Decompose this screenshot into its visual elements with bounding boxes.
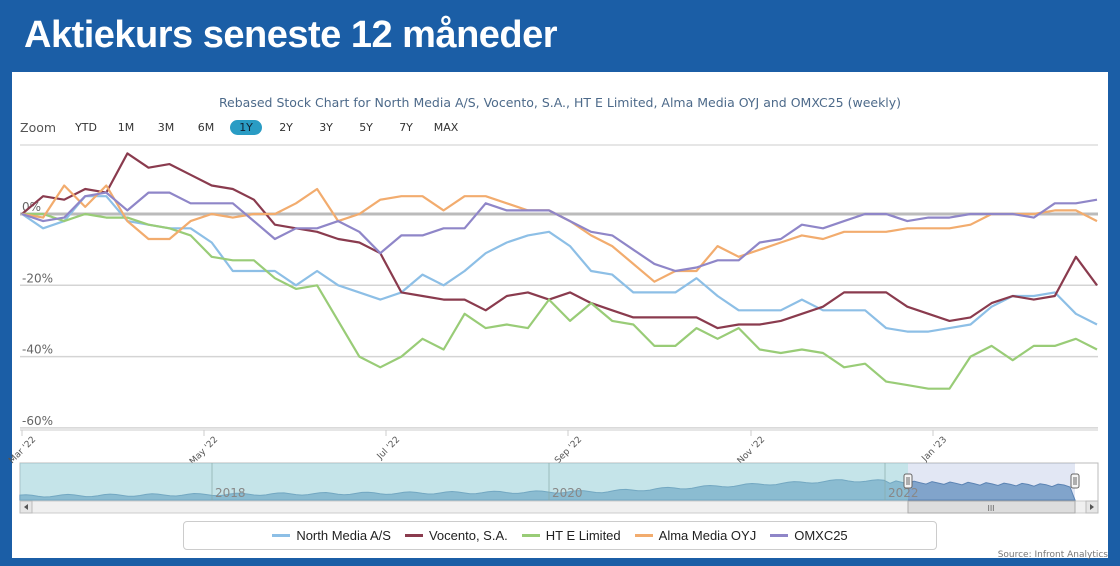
zoom-button-1m[interactable]: 1M xyxy=(117,121,135,134)
legend-label: Alma Media OYJ xyxy=(658,528,757,543)
source-note: Source: Infront Analytics xyxy=(997,550,1108,560)
y-tick-label: -40% xyxy=(22,343,53,357)
legend-label: Vocento, S.A. xyxy=(428,528,508,543)
x-tick-label: Mar '22 xyxy=(7,435,38,466)
zoom-selector: Zoom YTD 1M 3M 6M 1Y 2Y 3Y 5Y 7Y MAX xyxy=(20,120,470,135)
series-line-omxc25[interactable] xyxy=(21,191,1098,273)
zoom-label: Zoom xyxy=(20,120,57,135)
legend-item[interactable]: Vocento, S.A. xyxy=(404,528,508,543)
header-bar: Aktiekurs seneste 12 måneder xyxy=(0,0,1120,72)
zoom-button-2y[interactable]: 2Y xyxy=(279,121,293,134)
navigator-handle[interactable] xyxy=(903,473,913,489)
legend-item[interactable]: HT E Limited xyxy=(521,528,621,543)
zoom-button-6m[interactable]: 6M xyxy=(197,121,215,134)
legend-item[interactable]: North Media A/S xyxy=(272,528,391,543)
navigator-selected-range[interactable] xyxy=(908,463,1075,501)
arrow-right-icon xyxy=(1090,504,1094,510)
legend-item[interactable]: Alma Media OYJ xyxy=(634,528,757,543)
legend-label: OMXC25 xyxy=(794,528,848,543)
y-tick-label: -20% xyxy=(22,271,53,285)
zoom-button-max[interactable]: MAX xyxy=(433,121,459,134)
zoom-button-3m[interactable]: 3M xyxy=(157,121,175,134)
zoom-button-ytd[interactable]: YTD xyxy=(75,121,97,134)
zoom-button-1y[interactable]: 1Y xyxy=(230,120,263,135)
arrow-left-icon xyxy=(24,504,28,510)
legend-swatch xyxy=(521,534,540,537)
zoom-button-3y[interactable]: 3Y xyxy=(319,121,333,134)
navigator-tick-label: 2018 xyxy=(215,486,246,500)
scrollbar-grip: III xyxy=(987,504,994,513)
chart-title: Rebased Stock Chart for North Media A/S,… xyxy=(218,95,902,110)
legend-swatch xyxy=(634,534,653,537)
legend-swatch xyxy=(770,534,789,537)
x-tick-label: Nov '22 xyxy=(736,435,767,466)
x-tick-label: May '22 xyxy=(188,435,220,467)
y-tick-label: -60% xyxy=(22,414,53,428)
navigator-unselected-mask xyxy=(20,463,908,501)
scrollbar-thumb[interactable] xyxy=(907,500,1076,514)
x-tick-label: Jul '22 xyxy=(375,435,402,462)
legend-item[interactable]: OMXC25 xyxy=(770,528,848,543)
series-line-north-media-a-s[interactable] xyxy=(21,195,1098,333)
page-title: Aktiekurs seneste 12 måneder xyxy=(24,14,558,56)
series-line-ht-e-limited[interactable] xyxy=(22,212,1098,390)
x-tick-label: Jan '23 xyxy=(920,435,949,464)
series-line-vocento-s-a-[interactable] xyxy=(21,152,1098,330)
navigator-handle[interactable] xyxy=(1070,473,1080,489)
legend-swatch xyxy=(272,534,291,537)
navigator-tick-label: 2022 xyxy=(888,486,919,500)
legend-swatch xyxy=(404,534,423,537)
navigator-tick-label: 2020 xyxy=(552,486,583,500)
legend-label: HT E Limited xyxy=(545,528,621,543)
zoom-button-5y[interactable]: 5Y xyxy=(359,121,373,134)
x-tick-label: Sep '22 xyxy=(553,435,584,466)
legend-label: North Media A/S xyxy=(296,528,391,543)
zoom-button-7y[interactable]: 7Y xyxy=(399,121,413,134)
chart-legend: North Media A/S Vocento, S.A. HT E Limited… xyxy=(183,521,937,550)
